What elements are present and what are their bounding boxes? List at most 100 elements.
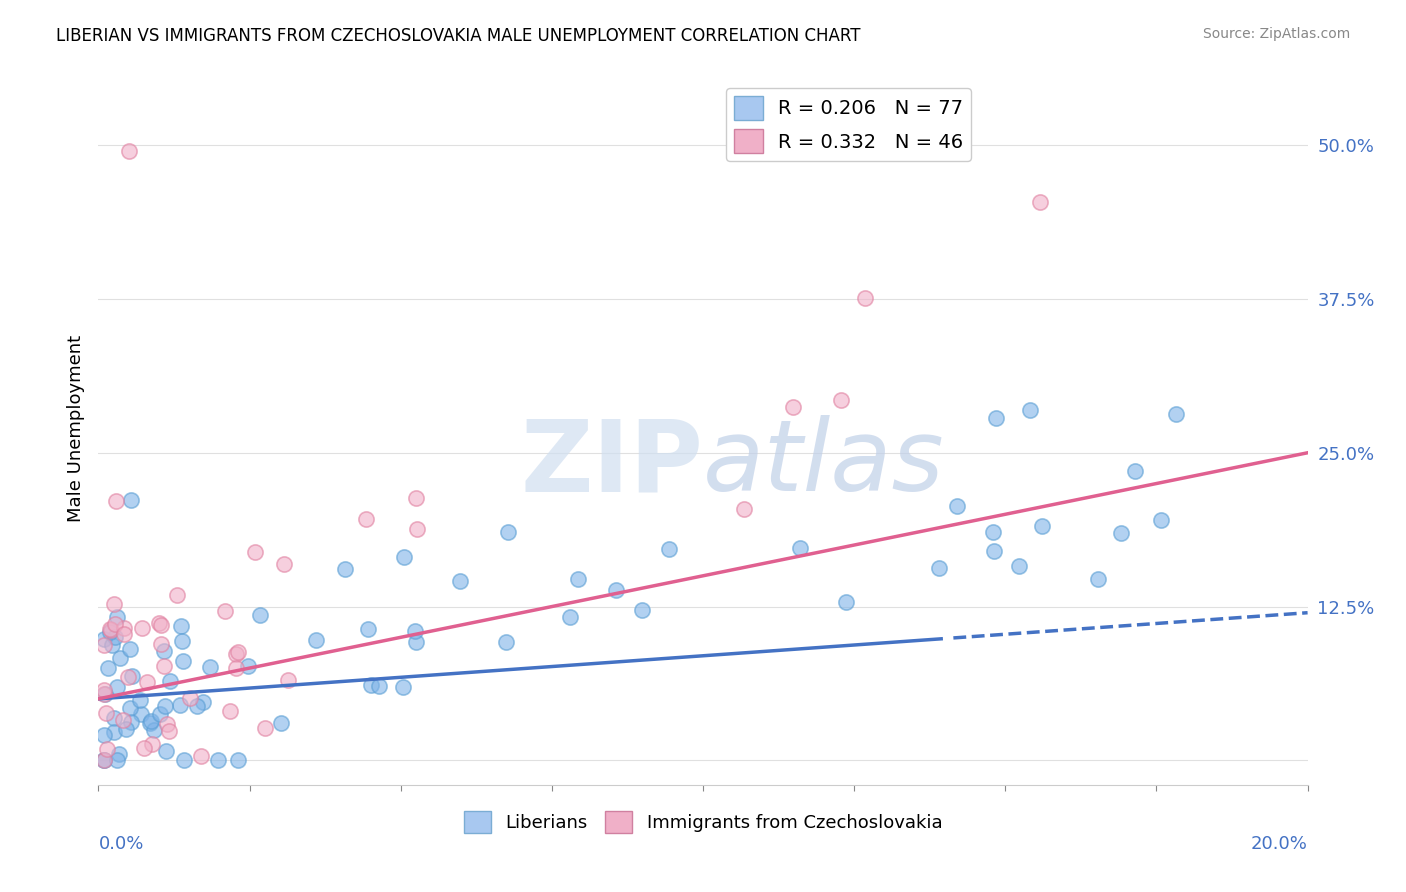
Point: [142, 723, 165, 738]
Point: [118, 145, 141, 159]
Point: [1125, 464, 1147, 478]
Point: [207, 753, 229, 767]
Point: [93, 638, 115, 652]
Point: [277, 673, 299, 687]
Point: [170, 618, 193, 632]
Point: [166, 588, 188, 602]
Point: [93, 632, 115, 646]
Point: [93, 753, 115, 767]
Point: [558, 610, 581, 624]
Text: LIBERIAN VS IMMIGRANTS FROM CZECHOSLOVAKIA MALE UNEMPLOYMENT CORRELATION CHART: LIBERIAN VS IMMIGRANTS FROM CZECHOSLOVAK…: [56, 27, 860, 45]
Point: [107, 747, 129, 761]
Text: ZIP: ZIP: [520, 416, 703, 512]
Point: [986, 410, 1008, 425]
Point: [172, 654, 194, 668]
Point: [93, 683, 115, 698]
Point: [114, 722, 136, 736]
Point: [225, 661, 247, 675]
Point: [270, 715, 292, 730]
Point: [273, 558, 295, 572]
Point: [118, 642, 141, 657]
Point: [928, 561, 950, 575]
Point: [159, 674, 181, 689]
Text: Source: ZipAtlas.com: Source: ZipAtlas.com: [1202, 27, 1350, 41]
Point: [855, 291, 877, 305]
Point: [225, 647, 247, 661]
Point: [360, 678, 382, 692]
Point: [128, 693, 150, 707]
Point: [1164, 407, 1187, 421]
Point: [226, 753, 249, 767]
Point: [118, 700, 141, 714]
Point: [1109, 525, 1132, 540]
Point: [1029, 194, 1052, 209]
Point: [631, 603, 654, 617]
Point: [98, 624, 121, 639]
Point: [733, 502, 755, 516]
Point: [191, 695, 214, 709]
Point: [170, 634, 193, 648]
Point: [121, 669, 143, 683]
Legend: R = 0.206   N = 77, R = 0.332   N = 46: R = 0.206 N = 77, R = 0.332 N = 46: [725, 88, 972, 161]
Point: [190, 748, 212, 763]
Point: [112, 714, 135, 728]
Point: [153, 698, 176, 713]
Point: [108, 651, 131, 665]
Point: [141, 737, 163, 751]
Point: [150, 637, 173, 651]
Point: [1150, 513, 1173, 527]
Point: [152, 659, 174, 673]
Point: [835, 594, 858, 608]
Point: [605, 583, 627, 598]
Point: [946, 500, 969, 514]
Point: [214, 604, 236, 618]
Point: [333, 562, 356, 576]
Point: [149, 617, 172, 632]
Point: [112, 627, 135, 641]
Text: 0.0%: 0.0%: [98, 835, 143, 853]
Point: [93, 687, 115, 701]
Point: [117, 670, 139, 684]
Point: [139, 714, 162, 728]
Point: [100, 623, 122, 637]
Point: [1031, 519, 1053, 533]
Point: [405, 521, 427, 535]
Point: [93, 686, 115, 700]
Point: [186, 698, 208, 713]
Point: [105, 494, 128, 508]
Point: [658, 542, 681, 557]
Point: [148, 616, 170, 631]
Point: [96, 742, 118, 756]
Point: [392, 680, 415, 694]
Point: [112, 621, 135, 635]
Point: [98, 622, 121, 636]
Point: [305, 632, 328, 647]
Point: [103, 725, 125, 739]
Point: [149, 707, 172, 722]
Point: [830, 392, 852, 407]
Point: [198, 660, 221, 674]
Point: [226, 645, 249, 659]
Point: [249, 607, 271, 622]
Point: [94, 706, 117, 720]
Text: atlas: atlas: [703, 416, 945, 512]
Point: [136, 674, 159, 689]
Point: [254, 721, 277, 735]
Point: [782, 400, 804, 414]
Point: [567, 572, 589, 586]
Point: [981, 525, 1004, 540]
Point: [498, 525, 520, 540]
Point: [103, 711, 125, 725]
Point: [105, 610, 128, 624]
Point: [1008, 558, 1031, 573]
Point: [153, 644, 176, 658]
Point: [93, 753, 115, 767]
Point: [157, 724, 180, 739]
Point: [789, 541, 811, 556]
Point: [120, 715, 142, 730]
Point: [243, 545, 266, 559]
Point: [1019, 403, 1042, 417]
Point: [219, 704, 242, 718]
Point: [392, 550, 415, 565]
Point: [404, 624, 426, 639]
